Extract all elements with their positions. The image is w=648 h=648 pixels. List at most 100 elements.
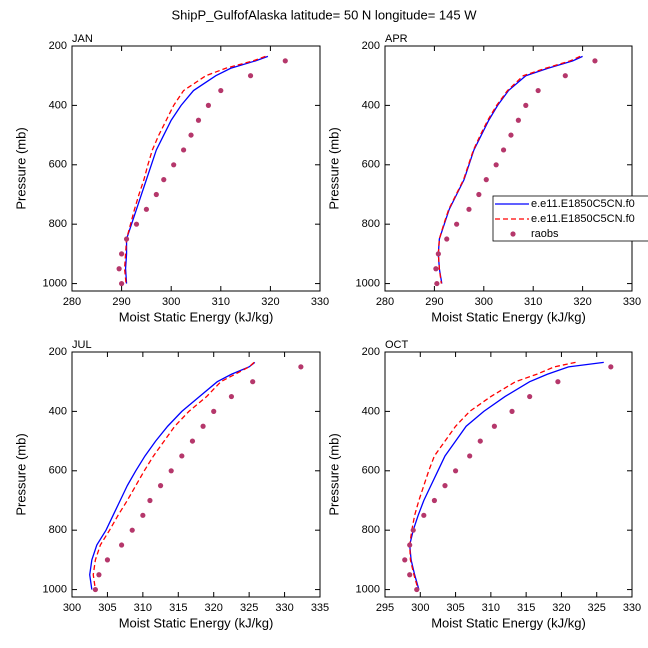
profile-line [409, 361, 576, 590]
raob-point [407, 542, 413, 548]
profile-line [437, 55, 581, 284]
raob-point [282, 58, 288, 64]
y-tick-label: 200 [49, 40, 67, 52]
raob-point [153, 191, 159, 198]
y-tick-label: 600 [49, 465, 67, 477]
y-tick-label: 600 [362, 159, 380, 171]
x-axis-label: Moist Static Energy (kJ/kg) [119, 309, 274, 324]
raob-point [171, 162, 177, 168]
y-tick-label: 800 [362, 524, 380, 536]
x-tick-label: 300 [411, 602, 429, 614]
raob-point [483, 177, 489, 183]
raob-point [250, 379, 256, 385]
x-tick-label: 330 [623, 296, 641, 308]
y-tick-label: 200 [362, 40, 380, 52]
raob-point [228, 393, 235, 400]
y-tick-label: 400 [362, 405, 380, 417]
raob-point [168, 468, 174, 474]
raob-point [477, 438, 483, 444]
y-tick-label: 400 [49, 99, 67, 111]
x-tick-label: 315 [169, 602, 187, 614]
y-axis-label: Pressure (mb) [326, 127, 341, 209]
raob-point [508, 132, 514, 138]
raob-point [298, 364, 304, 370]
raob-point [509, 408, 515, 414]
x-tick-label: 330 [623, 602, 641, 614]
raob-point [476, 191, 482, 198]
y-tick-label: 800 [49, 218, 67, 230]
y-tick-label: 400 [362, 99, 380, 111]
x-tick-label: 320 [552, 602, 570, 614]
x-tick-label: 335 [311, 602, 329, 614]
raob-point [444, 236, 450, 242]
y-tick-label: 200 [362, 346, 380, 358]
raob-point [161, 177, 167, 183]
x-tick-label: 320 [261, 296, 279, 308]
plot-frame [71, 351, 321, 598]
legend-label: e.e11.E1850C5CN.f0 [531, 213, 635, 225]
raob-point [414, 586, 420, 593]
raob-point [402, 557, 408, 563]
y-axis-label: Pressure (mb) [13, 433, 28, 515]
raob-point [123, 236, 130, 242]
profile-line [89, 361, 256, 590]
raob-point [431, 497, 437, 504]
x-tick-label: 305 [446, 602, 464, 614]
raob-point [523, 102, 529, 108]
raob-point [133, 221, 140, 227]
raob-point [467, 453, 473, 459]
x-tick-label: 290 [425, 296, 443, 308]
raob-point [157, 483, 164, 489]
y-tick-label: 1000 [356, 583, 380, 595]
raob-point [466, 206, 472, 212]
raob-point [442, 483, 448, 489]
raob-point [116, 266, 122, 272]
x-tick-label: 320 [573, 296, 591, 308]
raob-point [96, 572, 102, 578]
x-tick-label: 300 [63, 602, 81, 614]
plot-frame [71, 45, 321, 292]
x-tick-label: 330 [275, 602, 293, 614]
y-tick-label: 200 [49, 346, 67, 358]
profile-line [92, 361, 255, 590]
raob-point [247, 73, 254, 79]
y-tick-label: 800 [49, 524, 67, 536]
panel-title: OCT [385, 339, 409, 351]
raob-point [592, 58, 598, 64]
raob-point [562, 73, 568, 79]
raob-point [608, 364, 614, 370]
x-tick-label: 295 [376, 602, 394, 614]
y-tick-label: 600 [49, 159, 67, 171]
y-tick-label: 400 [49, 405, 67, 417]
x-axis-label: Moist Static Energy (kJ/kg) [431, 309, 586, 324]
x-tick-label: 310 [134, 602, 152, 614]
x-tick-label: 325 [588, 602, 606, 614]
raob-point [500, 147, 507, 153]
x-tick-label: 310 [482, 602, 500, 614]
raob-point [211, 408, 217, 414]
raob-point [555, 379, 561, 385]
x-axis-label: Moist Static Energy (kJ/kg) [119, 615, 274, 630]
x-tick-label: 330 [311, 296, 329, 308]
raob-point [515, 117, 521, 123]
raob-point [119, 280, 125, 287]
raob-point [435, 251, 441, 257]
raob-point [454, 221, 460, 227]
raob-point [491, 423, 497, 429]
raob-point [147, 497, 153, 504]
raob-point [200, 423, 206, 429]
x-tick-label: 325 [240, 602, 258, 614]
raob-point [129, 527, 135, 533]
raob-point [189, 438, 196, 444]
panel-title: APR [385, 33, 408, 45]
y-tick-label: 1000 [356, 277, 380, 289]
x-tick-label: 310 [524, 296, 542, 308]
raob-point [452, 468, 459, 474]
legend-label: raobs [531, 228, 559, 240]
x-tick-label: 315 [517, 602, 535, 614]
y-tick-label: 800 [362, 218, 380, 230]
raob-point [181, 147, 187, 153]
legend-label: e.e11.E1850C5CN.f0 [531, 198, 635, 210]
